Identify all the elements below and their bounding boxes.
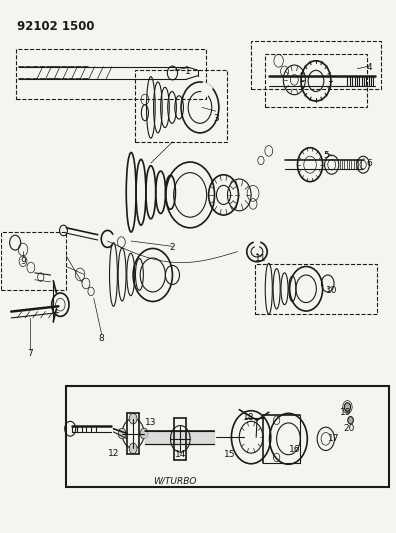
Text: 7: 7: [27, 350, 32, 359]
Text: 13: 13: [145, 418, 156, 427]
Text: 1: 1: [185, 67, 191, 76]
Text: 8: 8: [99, 334, 105, 343]
Text: 6: 6: [366, 159, 372, 167]
Text: 11: 11: [255, 254, 267, 263]
Text: 12: 12: [108, 449, 119, 458]
Text: W/TURBO: W/TURBO: [152, 477, 196, 486]
Text: 92102 1500: 92102 1500: [17, 20, 95, 33]
Text: 19: 19: [340, 408, 351, 417]
Circle shape: [140, 428, 148, 439]
Text: 9: 9: [20, 257, 26, 265]
Circle shape: [348, 417, 353, 424]
Circle shape: [129, 414, 137, 424]
Wedge shape: [202, 83, 212, 96]
Text: 10: 10: [326, 286, 337, 295]
Text: 3: 3: [213, 114, 219, 123]
Text: 17: 17: [328, 434, 339, 443]
Wedge shape: [253, 237, 261, 252]
Circle shape: [344, 403, 350, 411]
Text: 4: 4: [366, 63, 372, 72]
Text: 20: 20: [344, 424, 355, 433]
Circle shape: [118, 428, 126, 439]
Text: 16: 16: [289, 445, 300, 454]
Circle shape: [129, 443, 137, 454]
Text: 18: 18: [244, 413, 255, 422]
Text: 14: 14: [175, 450, 186, 459]
Text: 15: 15: [224, 450, 235, 459]
Text: 2: 2: [169, 244, 175, 253]
Text: 5: 5: [323, 151, 329, 160]
